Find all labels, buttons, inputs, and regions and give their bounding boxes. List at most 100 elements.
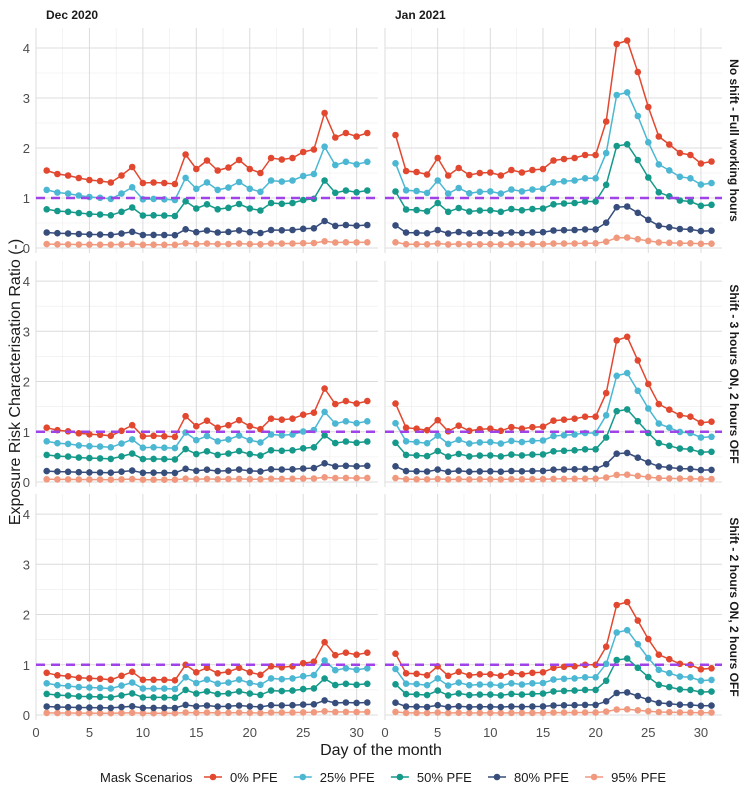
data-point-95-pfe bbox=[96, 709, 104, 717]
data-point-95-pfe bbox=[623, 706, 631, 713]
data-point-0-pfe bbox=[182, 151, 189, 158]
data-point-25-pfe bbox=[487, 681, 494, 688]
data-point-0-pfe bbox=[571, 415, 578, 423]
data-point-95-pfe bbox=[353, 239, 360, 246]
data-point-0-pfe bbox=[655, 400, 663, 408]
data-point-80-pfe bbox=[402, 229, 410, 236]
data-point-95-pfe bbox=[476, 709, 484, 717]
data-point-95-pfe bbox=[455, 475, 463, 483]
data-point-25-pfe bbox=[666, 424, 673, 432]
data-point-25-pfe bbox=[444, 440, 452, 448]
data-point-50-pfe bbox=[342, 680, 350, 688]
data-point-25-pfe bbox=[75, 442, 83, 449]
data-point-50-pfe bbox=[466, 691, 473, 699]
data-point-95-pfe bbox=[613, 471, 620, 479]
data-point-50-pfe bbox=[235, 447, 243, 455]
data-point-80-pfe bbox=[402, 467, 410, 475]
data-point-95-pfe bbox=[571, 709, 578, 716]
data-point-0-pfe bbox=[402, 424, 410, 432]
data-point-0-pfe bbox=[225, 164, 232, 171]
data-point-0-pfe bbox=[708, 418, 715, 426]
x-tick-label: 20 bbox=[243, 725, 257, 740]
legend-key-point bbox=[209, 773, 217, 781]
data-point-80-pfe bbox=[676, 701, 684, 708]
data-point-25-pfe bbox=[332, 420, 339, 427]
data-point-0-pfe bbox=[75, 430, 83, 437]
data-point-25-pfe bbox=[423, 681, 431, 689]
data-point-0-pfe bbox=[107, 179, 115, 186]
data-point-25-pfe bbox=[342, 665, 350, 672]
data-point-80-pfe bbox=[655, 222, 663, 229]
data-point-95-pfe bbox=[655, 239, 663, 246]
data-point-95-pfe bbox=[497, 241, 505, 248]
data-point-95-pfe bbox=[645, 707, 652, 715]
data-point-50-pfe bbox=[64, 453, 72, 460]
data-point-50-pfe bbox=[529, 690, 536, 698]
data-point-80-pfe bbox=[666, 700, 673, 708]
data-point-95-pfe bbox=[518, 709, 526, 717]
data-point-95-pfe bbox=[434, 475, 442, 483]
data-point-25-pfe bbox=[613, 91, 620, 99]
data-point-95-pfe bbox=[267, 709, 275, 716]
data-point-50-pfe bbox=[96, 693, 104, 701]
y-tick-label: 2 bbox=[23, 375, 30, 390]
data-point-25-pfe bbox=[299, 428, 307, 435]
data-point-25-pfe bbox=[203, 432, 211, 440]
data-point-25-pfe bbox=[676, 673, 684, 680]
data-point-25-pfe bbox=[508, 680, 515, 687]
data-point-0-pfe bbox=[299, 659, 307, 667]
data-point-25-pfe bbox=[392, 160, 399, 167]
data-point-0-pfe bbox=[687, 151, 694, 159]
data-point-95-pfe bbox=[289, 240, 296, 247]
data-point-80-pfe bbox=[96, 704, 104, 711]
data-point-0-pfe bbox=[434, 416, 442, 424]
data-point-25-pfe bbox=[193, 679, 200, 687]
data-point-95-pfe bbox=[86, 709, 93, 717]
data-point-25-pfe bbox=[246, 185, 254, 193]
data-point-0-pfe bbox=[466, 672, 473, 679]
data-point-80-pfe bbox=[466, 468, 473, 476]
data-point-50-pfe bbox=[321, 432, 328, 439]
data-point-95-pfe bbox=[257, 709, 264, 717]
data-point-25-pfe bbox=[402, 438, 410, 445]
data-point-0-pfe bbox=[645, 380, 652, 388]
data-point-50-pfe bbox=[497, 208, 505, 216]
data-point-80-pfe bbox=[342, 462, 350, 470]
data-point-0-pfe bbox=[310, 146, 318, 153]
data-point-95-pfe bbox=[687, 475, 694, 483]
x-tick-label: 30 bbox=[694, 725, 708, 740]
data-point-95-pfe bbox=[497, 709, 505, 717]
data-point-25-pfe bbox=[455, 436, 463, 444]
data-point-50-pfe bbox=[257, 207, 264, 214]
data-point-80-pfe bbox=[602, 460, 610, 468]
data-point-25-pfe bbox=[235, 432, 243, 439]
data-point-80-pfe bbox=[278, 227, 286, 234]
data-point-0-pfe bbox=[171, 433, 179, 441]
data-point-80-pfe bbox=[645, 216, 652, 224]
data-point-50-pfe bbox=[289, 199, 296, 207]
data-point-95-pfe bbox=[235, 475, 243, 483]
data-point-25-pfe bbox=[235, 676, 243, 683]
data-point-50-pfe bbox=[476, 452, 484, 459]
data-point-50-pfe bbox=[289, 687, 296, 694]
data-point-95-pfe bbox=[697, 475, 705, 483]
data-point-80-pfe bbox=[225, 467, 232, 474]
data-point-25-pfe bbox=[64, 190, 72, 197]
data-point-80-pfe bbox=[529, 703, 536, 710]
data-point-25-pfe bbox=[332, 161, 339, 169]
data-point-95-pfe bbox=[697, 709, 705, 716]
data-point-50-pfe bbox=[676, 445, 684, 452]
data-point-95-pfe bbox=[182, 709, 189, 716]
data-point-0-pfe bbox=[539, 669, 547, 676]
data-point-95-pfe bbox=[364, 474, 371, 482]
data-point-0-pfe bbox=[708, 665, 715, 672]
data-point-25-pfe bbox=[128, 184, 136, 191]
data-point-0-pfe bbox=[676, 411, 684, 419]
data-point-95-pfe bbox=[107, 241, 115, 248]
data-point-50-pfe bbox=[476, 207, 484, 214]
data-point-50-pfe bbox=[508, 690, 515, 698]
data-point-95-pfe bbox=[310, 239, 318, 247]
data-point-25-pfe bbox=[434, 432, 442, 439]
data-point-50-pfe bbox=[634, 156, 642, 164]
data-point-95-pfe bbox=[43, 709, 50, 717]
